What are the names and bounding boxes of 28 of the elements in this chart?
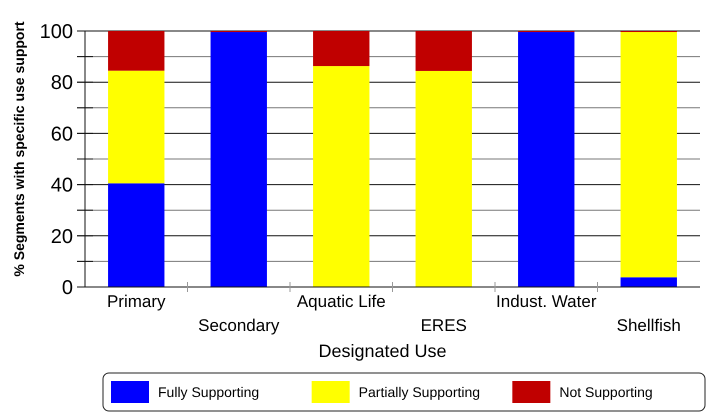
bar xyxy=(108,31,164,71)
legend-label: Not Supporting xyxy=(559,384,653,400)
bar xyxy=(620,32,677,278)
x-tick-label: Primary xyxy=(106,292,166,311)
x-tick-label: Secondary xyxy=(198,316,280,335)
y-axis-title: % Segments with specific use support xyxy=(11,21,27,277)
x-axis-title: Designated Use xyxy=(318,341,447,361)
legend-label: Fully Supporting xyxy=(158,384,260,400)
bar xyxy=(416,31,472,71)
legend-label: Partially Supporting xyxy=(358,384,480,400)
x-tick-label: Shellfish xyxy=(616,316,681,335)
y-tick-label: 100 xyxy=(40,21,73,43)
bar xyxy=(108,70,164,184)
x-tick-label: Aquatic Life xyxy=(296,292,386,311)
bar xyxy=(620,277,677,287)
x-tick-label: Indust. Water xyxy=(496,292,597,311)
bar xyxy=(313,66,370,287)
bar xyxy=(313,31,370,66)
bar xyxy=(416,70,472,287)
bar xyxy=(518,32,574,287)
y-tick-label: 40 xyxy=(50,174,73,197)
y-tick-label: 20 xyxy=(50,226,73,248)
x-tick-label: ERES xyxy=(420,316,467,335)
bar xyxy=(108,183,164,287)
y-tick-label: 80 xyxy=(50,72,73,94)
y-tick-label: 60 xyxy=(50,123,73,146)
bar xyxy=(210,32,267,287)
y-tick-label: 0 xyxy=(62,277,73,299)
